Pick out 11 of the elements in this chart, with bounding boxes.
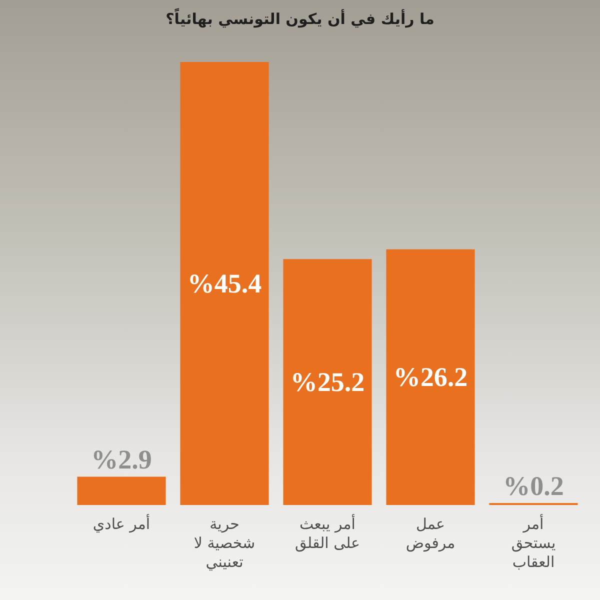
value-label: %45.4 bbox=[187, 268, 262, 298]
x-tick-label: حرية شخصية لا تعنيني bbox=[192, 515, 256, 572]
value-label: %25.2 bbox=[290, 367, 365, 398]
x-tick-label: أمر عادي bbox=[92, 515, 152, 534]
chart-title: ما رأيك في أن يكون التونسي بهائياً؟ bbox=[164, 10, 436, 28]
x-tick-label: أمر يستحق العقاب bbox=[510, 515, 557, 572]
x-tick-label: أمر يبعث على القلق bbox=[294, 515, 361, 553]
value-label: %26.2 bbox=[393, 362, 468, 392]
value-label: %2.9 bbox=[91, 444, 152, 475]
x-tick-label: عمل مرفوض bbox=[404, 515, 456, 553]
value-label: %0.2 bbox=[503, 471, 564, 502]
